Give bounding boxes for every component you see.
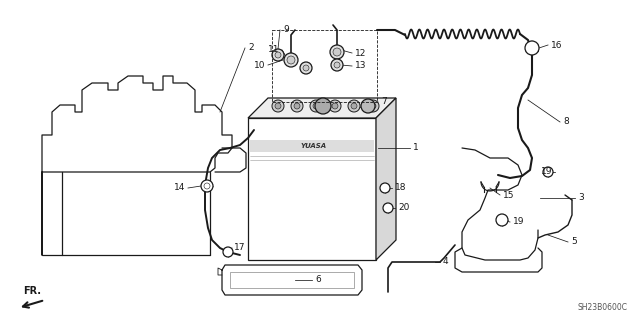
Text: 7: 7 bbox=[381, 98, 387, 107]
Circle shape bbox=[284, 53, 298, 67]
Circle shape bbox=[496, 214, 508, 226]
Text: 10: 10 bbox=[253, 61, 265, 70]
Circle shape bbox=[275, 52, 281, 58]
Circle shape bbox=[333, 48, 341, 56]
Circle shape bbox=[275, 103, 281, 109]
Bar bbox=[272, 30, 377, 102]
Circle shape bbox=[287, 56, 295, 64]
Circle shape bbox=[383, 203, 393, 213]
Circle shape bbox=[351, 103, 357, 109]
Text: 15: 15 bbox=[503, 190, 515, 199]
Circle shape bbox=[370, 103, 376, 109]
Text: 19: 19 bbox=[513, 218, 525, 226]
Circle shape bbox=[380, 183, 390, 193]
Text: SH23B0600C: SH23B0600C bbox=[578, 303, 628, 312]
Text: 5: 5 bbox=[571, 238, 577, 247]
Circle shape bbox=[543, 167, 553, 177]
Text: 14: 14 bbox=[173, 183, 185, 192]
Circle shape bbox=[525, 41, 539, 55]
Circle shape bbox=[223, 247, 233, 257]
Circle shape bbox=[334, 62, 340, 68]
Text: 4: 4 bbox=[443, 257, 449, 266]
Bar bbox=[250, 140, 374, 152]
Bar bbox=[230, 272, 354, 288]
Text: YUASA: YUASA bbox=[301, 143, 327, 149]
Text: 11: 11 bbox=[268, 46, 279, 55]
Circle shape bbox=[291, 100, 303, 112]
Text: 9: 9 bbox=[283, 26, 289, 34]
Text: 2: 2 bbox=[248, 43, 253, 53]
Text: 12: 12 bbox=[355, 48, 366, 57]
Text: 1: 1 bbox=[413, 144, 419, 152]
Polygon shape bbox=[376, 98, 396, 260]
Circle shape bbox=[367, 100, 379, 112]
Text: 16: 16 bbox=[551, 41, 563, 49]
Circle shape bbox=[315, 98, 331, 114]
Circle shape bbox=[331, 59, 343, 71]
Text: 17: 17 bbox=[234, 243, 246, 253]
Circle shape bbox=[329, 100, 341, 112]
Text: FR.: FR. bbox=[23, 286, 41, 296]
Circle shape bbox=[361, 99, 375, 113]
Text: 6: 6 bbox=[315, 276, 321, 285]
Circle shape bbox=[332, 103, 338, 109]
Text: 18: 18 bbox=[395, 183, 406, 192]
Text: 3: 3 bbox=[578, 194, 584, 203]
Circle shape bbox=[330, 45, 344, 59]
Circle shape bbox=[272, 100, 284, 112]
Circle shape bbox=[348, 100, 360, 112]
Circle shape bbox=[272, 49, 284, 61]
Circle shape bbox=[300, 62, 312, 74]
Polygon shape bbox=[248, 98, 396, 118]
Text: 13: 13 bbox=[355, 62, 367, 70]
Circle shape bbox=[310, 100, 322, 112]
Circle shape bbox=[294, 103, 300, 109]
Circle shape bbox=[201, 180, 213, 192]
Circle shape bbox=[204, 183, 210, 189]
Text: 20: 20 bbox=[398, 204, 410, 212]
Circle shape bbox=[313, 103, 319, 109]
Bar bbox=[248, 118, 376, 260]
Text: 8: 8 bbox=[563, 117, 569, 127]
Circle shape bbox=[303, 65, 309, 71]
Text: 19: 19 bbox=[541, 167, 552, 176]
